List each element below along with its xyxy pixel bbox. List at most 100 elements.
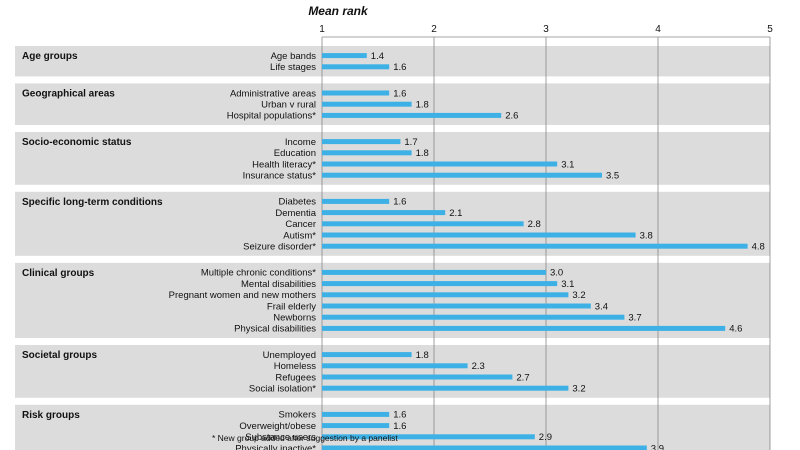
data-label: 2.9	[539, 432, 552, 443]
category-label: Multiple chronic conditions*	[201, 268, 316, 279]
data-label: 1.8	[416, 100, 429, 111]
data-label: 4.8	[752, 242, 765, 253]
data-label: 1.6	[393, 88, 406, 99]
bar	[322, 90, 390, 96]
data-label: 3.9	[651, 443, 664, 450]
bar	[322, 161, 558, 167]
data-label: 3.0	[550, 268, 563, 279]
tick-label: 5	[767, 24, 773, 35]
bar	[322, 64, 390, 70]
data-label: 3.5	[606, 171, 619, 182]
category-label: Substance users	[245, 432, 316, 443]
data-label: 3.2	[572, 384, 585, 395]
group-label: Age groups	[22, 51, 78, 62]
category-label: Urban v rural	[261, 100, 316, 111]
bar	[322, 150, 412, 156]
bars	[322, 53, 748, 450]
category-label: Health literacy*	[252, 159, 316, 170]
data-label: 1.8	[416, 350, 429, 361]
data-label: 1.6	[393, 197, 406, 208]
data-label: 3.2	[572, 290, 585, 301]
tick-label: 2	[431, 24, 437, 35]
bar	[322, 53, 367, 59]
bar	[322, 198, 390, 204]
bar	[322, 139, 401, 145]
axis-ticks: 1 2 3 4 5	[319, 24, 773, 35]
data-label: 1.4	[371, 51, 384, 62]
bar	[322, 269, 546, 275]
bar	[322, 423, 390, 429]
group-label: Risk groups	[22, 410, 80, 421]
category-label: Cancer	[285, 219, 316, 230]
data-label: 3.7	[628, 313, 641, 324]
category-label: Mental disabilities	[241, 279, 316, 290]
data-label: 2.7	[516, 372, 529, 383]
category-label: Life stages	[270, 62, 316, 73]
data-label: 1.7	[404, 137, 417, 148]
bar	[322, 292, 569, 298]
category-label: Refugees	[275, 372, 316, 383]
tick-label: 4	[655, 24, 661, 35]
data-label: 1.6	[393, 421, 406, 432]
data-label: 3.1	[561, 279, 574, 290]
data-label: 2.6	[505, 111, 518, 122]
tick-label: 1	[319, 24, 325, 35]
category-label: Seizure disorder*	[243, 242, 316, 253]
bar	[322, 434, 535, 440]
data-label: 2.8	[528, 219, 541, 230]
category-label: Social isolation*	[249, 384, 316, 395]
data-label: 2.3	[472, 361, 485, 372]
category-label: Physical disabilities	[234, 324, 316, 335]
bar	[322, 101, 412, 107]
bar	[322, 281, 558, 287]
category-label: Newborns	[273, 313, 316, 324]
category-label: Autism*	[283, 230, 316, 241]
bar	[322, 210, 446, 216]
category-label: Age bands	[271, 51, 317, 62]
group-bands	[15, 46, 770, 450]
category-label: Unemployed	[263, 350, 316, 361]
bar	[322, 112, 502, 118]
bar	[322, 325, 726, 331]
bar	[322, 445, 647, 450]
bar	[322, 303, 591, 309]
group-band	[15, 404, 770, 450]
data-label: 3.1	[561, 159, 574, 170]
bar	[322, 363, 468, 369]
bar	[322, 411, 390, 417]
group-label: Specific long-term conditions	[22, 197, 163, 208]
bar	[322, 314, 625, 320]
data-label: 3.8	[640, 230, 653, 241]
category-label: Smokers	[279, 410, 317, 421]
tick-label: 3	[543, 24, 549, 35]
bar	[322, 243, 748, 249]
group-label: Geographical areas	[22, 89, 115, 100]
data-label: 1.8	[416, 148, 429, 159]
group-label: Societal groups	[22, 350, 97, 361]
category-label: Income	[285, 137, 316, 148]
category-label: Education	[274, 148, 316, 159]
category-label: Diabetes	[279, 197, 317, 208]
data-label: 3.4	[595, 301, 608, 312]
category-label: Dementia	[275, 208, 316, 219]
category-label: Insurance status*	[243, 171, 317, 182]
data-label: 1.6	[393, 62, 406, 73]
category-label: Pregnant women and new mothers	[169, 290, 317, 301]
bar	[322, 374, 513, 380]
category-label: Hospital populations*	[227, 111, 317, 122]
bar	[322, 385, 569, 391]
group-label: Socio-economic status	[22, 137, 132, 148]
bar	[322, 172, 602, 178]
category-label: Homeless	[274, 361, 316, 372]
category-label: Administrative areas	[230, 88, 316, 99]
category-label: Physically inactive*	[235, 443, 316, 450]
bar	[322, 221, 524, 227]
group-band	[15, 262, 770, 338]
footnote: * New group added after suggestion by a …	[212, 433, 398, 443]
bar	[322, 352, 412, 358]
data-label: 2.1	[449, 208, 462, 219]
category-label: Frail elderly	[267, 301, 316, 312]
data-label: 1.6	[393, 410, 406, 421]
category-label: Overweight/obese	[239, 421, 316, 432]
